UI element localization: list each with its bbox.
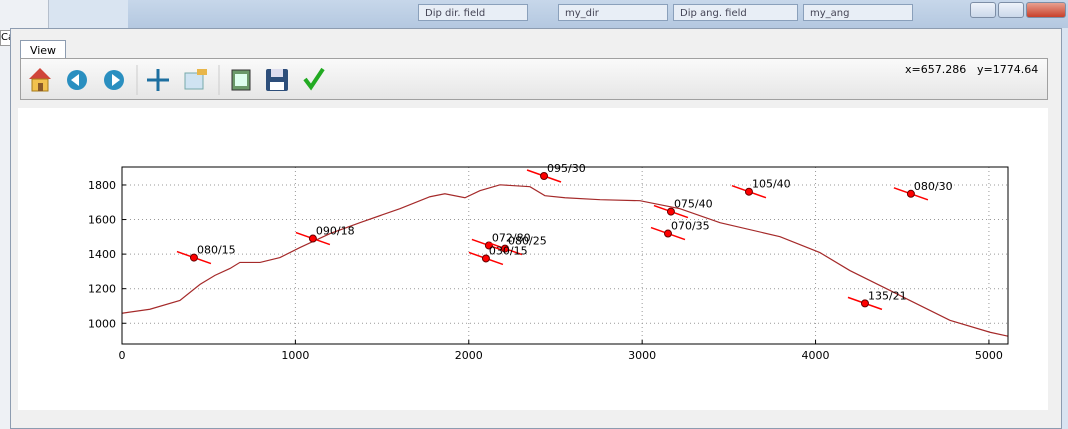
point-label: 070/35 xyxy=(671,220,710,233)
figure: 0 1000 2000 3000 4000 5000 1000 1200 1400 1600 180… xyxy=(18,108,1048,410)
toolbar: x=657.286 y=1774.64 xyxy=(20,58,1048,100)
ok-button[interactable] xyxy=(303,67,325,91)
back-button[interactable] xyxy=(67,70,87,90)
profile-line xyxy=(121,184,1009,337)
x-tick-label: 4000 xyxy=(802,349,830,362)
y-tick-label: 1600 xyxy=(88,214,116,227)
point-label: 090/18 xyxy=(316,225,355,238)
x-tick-label: 1000 xyxy=(281,349,309,362)
point-label: 080/30 xyxy=(914,180,953,193)
point-label: 095/30 xyxy=(547,162,586,175)
maximize-button[interactable] xyxy=(998,2,1024,18)
pan-button[interactable] xyxy=(147,69,169,91)
point xyxy=(501,244,510,253)
point-label: 080/25 xyxy=(508,235,547,248)
y-tick-label: 1200 xyxy=(88,283,116,296)
point xyxy=(663,229,672,238)
coord-y: y=1774.64 xyxy=(977,63,1038,76)
x-tick-label: 5000 xyxy=(975,349,1003,362)
field-value[interactable]: my_dir xyxy=(558,4,668,21)
forward-button[interactable] xyxy=(104,70,124,90)
axes-frame xyxy=(121,166,1009,345)
point xyxy=(540,171,549,180)
y-tick-label: 1000 xyxy=(88,317,116,330)
close-button[interactable] xyxy=(1026,2,1066,18)
point xyxy=(189,253,198,262)
background-window: Dip dir. field my_dir Dip ang. field my_… xyxy=(128,0,1068,28)
toolbar-icons: x=657.286 y=1774.64 xyxy=(29,63,1038,95)
y-tick-label: 1400 xyxy=(88,248,116,261)
x-tick-label: 3000 xyxy=(628,349,656,362)
y-tick-label: 1800 xyxy=(88,179,116,192)
point xyxy=(481,254,490,263)
point-label: 075/40 xyxy=(674,198,713,211)
point xyxy=(906,189,915,198)
point-label: 080/15 xyxy=(197,244,236,257)
point xyxy=(860,299,869,308)
point xyxy=(308,234,317,243)
x-tick-label: 0 xyxy=(119,349,126,362)
save-button[interactable] xyxy=(266,69,288,91)
minimize-button[interactable] xyxy=(970,2,996,18)
point-label: 135/21 xyxy=(868,289,907,302)
tab[interactable]: View xyxy=(20,40,66,60)
field-label: Dip ang. field xyxy=(673,4,798,21)
field-value[interactable]: my_ang xyxy=(803,4,913,21)
field-label: Dip dir. field xyxy=(418,4,528,21)
chart: 0 1000 2000 3000 4000 5000 1000 1200 1400 1600 180… xyxy=(88,162,1009,362)
point-label: 030/15 xyxy=(489,244,528,257)
home-button[interactable] xyxy=(29,68,51,92)
point xyxy=(666,207,675,216)
point xyxy=(744,187,753,196)
zoom-button[interactable] xyxy=(184,69,207,90)
x-tick-label: 2000 xyxy=(455,349,483,362)
coord-x: x=657.286 xyxy=(905,63,966,76)
point-label: 105/40 xyxy=(752,178,791,191)
configure-button[interactable] xyxy=(231,69,251,91)
point-label: 072/80 xyxy=(492,231,531,244)
